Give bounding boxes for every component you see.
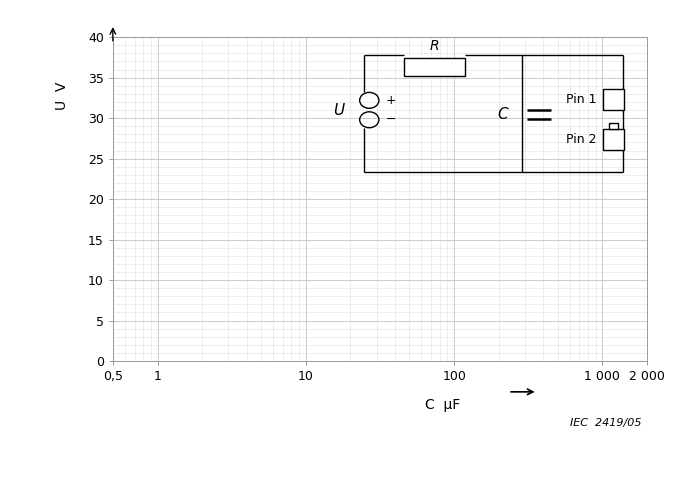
Text: IEC  2419/05: IEC 2419/05 — [571, 418, 642, 428]
Bar — [602, 89, 624, 110]
Text: +: + — [386, 94, 396, 107]
Bar — [602, 128, 624, 149]
Text: C  μF: C μF — [426, 398, 460, 412]
Text: C: C — [498, 107, 508, 122]
Text: Pin 1: Pin 1 — [566, 93, 596, 106]
Bar — [404, 58, 465, 76]
Text: U: U — [333, 103, 344, 118]
Text: Pin 2: Pin 2 — [566, 132, 596, 145]
Text: U  V: U V — [55, 81, 69, 110]
Text: R: R — [430, 39, 439, 53]
Bar — [609, 123, 618, 128]
Text: −: − — [386, 113, 396, 126]
